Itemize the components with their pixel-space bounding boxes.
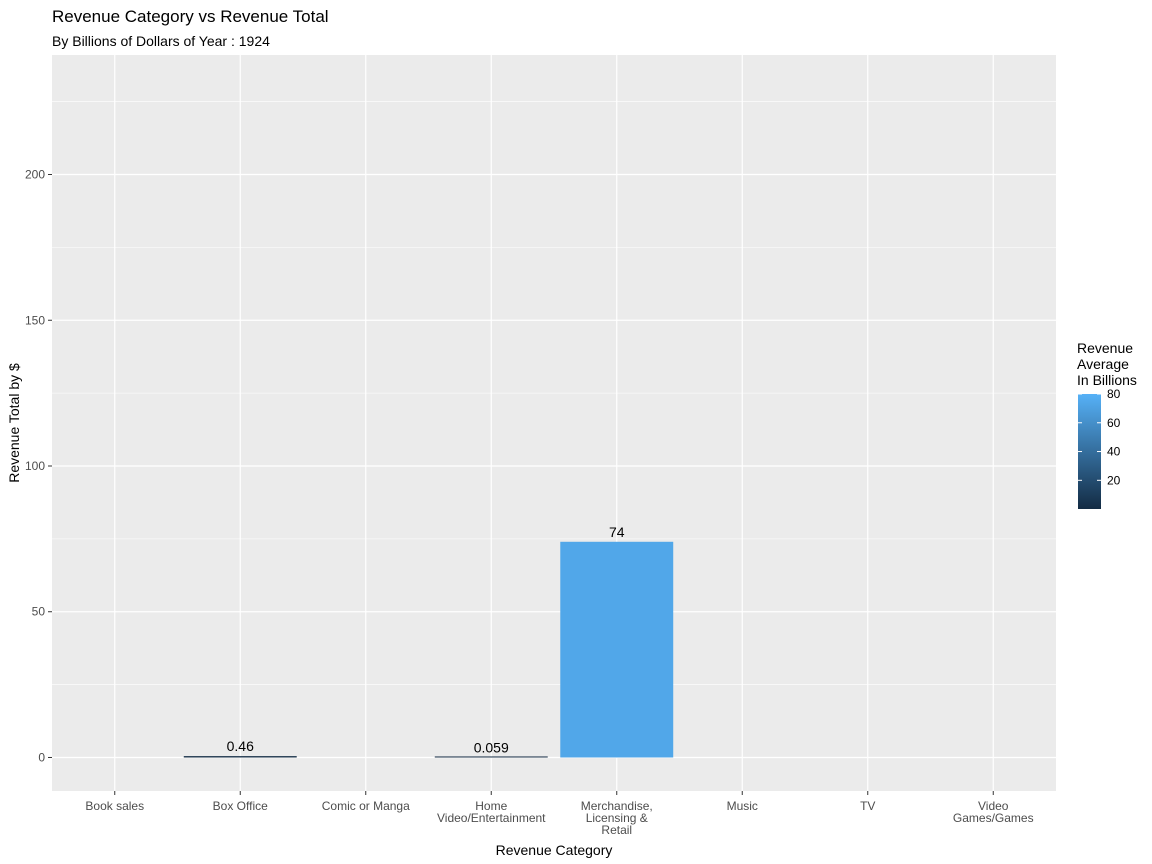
- x-tick-label-line: Merchandise,: [581, 799, 653, 813]
- legend: Revenue Average In Billions 20 40 60 80: [1077, 340, 1137, 509]
- legend-tick-label: 20: [1107, 473, 1121, 487]
- y-axis-title: Revenue Total by $: [6, 363, 22, 483]
- legend-ticks: 20 40 60 80: [1078, 387, 1121, 487]
- data-label: 0.059: [474, 739, 509, 755]
- bar: [560, 541, 674, 758]
- x-tick-label-line: Box Office: [213, 799, 268, 813]
- legend-title: Revenue Average In Billions: [1077, 340, 1137, 388]
- x-tick-label: Merchandise, Licensing & Retail: [581, 799, 653, 837]
- x-tick-label: Home Video/Entertainment: [437, 799, 546, 825]
- x-tick-label: Box Office: [213, 799, 268, 813]
- x-tick-label: Video Games/Games: [953, 799, 1034, 825]
- y-tick-label: 100: [25, 459, 45, 473]
- chart-subtitle: By Billions of Dollars of Year : 1924: [52, 33, 270, 49]
- legend-colorbar: [1078, 394, 1101, 509]
- data-labels: 0.46 0.059 74: [227, 524, 625, 756]
- y-tick-label: 150: [25, 313, 45, 327]
- legend-title-line: Average: [1077, 356, 1129, 372]
- y-tick-label: 200: [25, 168, 45, 182]
- x-tick-label: Book sales: [85, 799, 144, 813]
- x-tick-label-line: Video: [978, 799, 1009, 813]
- x-tick-label-line: TV: [860, 799, 875, 813]
- y-axis-ticks: 0 50 100 150 200: [25, 168, 52, 764]
- y-tick-label: 0: [38, 750, 45, 764]
- data-label: 0.46: [227, 738, 254, 754]
- legend-title-line: In Billions: [1077, 372, 1137, 388]
- x-tick-label: Music: [727, 799, 758, 813]
- y-tick-label: 50: [32, 605, 46, 619]
- x-tick-label-line: Video/Entertainment: [437, 811, 546, 825]
- legend-tick-label: 60: [1107, 416, 1121, 430]
- legend-title-line: Revenue: [1077, 340, 1133, 356]
- chart-title: Revenue Category vs Revenue Total: [52, 7, 329, 26]
- plot-panel: [52, 55, 1056, 791]
- x-tick-label-line: Licensing &: [586, 811, 648, 825]
- x-axis-ticks: Book sales Box Office Comic or Manga Home Vi…: [85, 791, 1034, 837]
- data-label: 74: [609, 524, 625, 540]
- x-tick-label: Comic or Manga: [322, 799, 410, 813]
- x-tick-label-line: Games/Games: [953, 811, 1034, 825]
- x-tick-label-line: Retail: [601, 823, 632, 837]
- x-axis-title: Revenue Category: [496, 842, 613, 858]
- x-tick-label-line: Book sales: [85, 799, 144, 813]
- bar: [434, 756, 548, 758]
- legend-tick-label: 80: [1107, 387, 1121, 401]
- bars: [183, 541, 674, 758]
- x-tick-label-line: Music: [727, 799, 758, 813]
- grid-minor: [52, 101, 1056, 685]
- x-tick-label-line: Comic or Manga: [322, 799, 410, 813]
- x-tick-label: TV: [860, 799, 875, 813]
- bar: [183, 756, 297, 758]
- legend-tick-label: 40: [1107, 445, 1121, 459]
- x-tick-label-line: Home: [475, 799, 507, 813]
